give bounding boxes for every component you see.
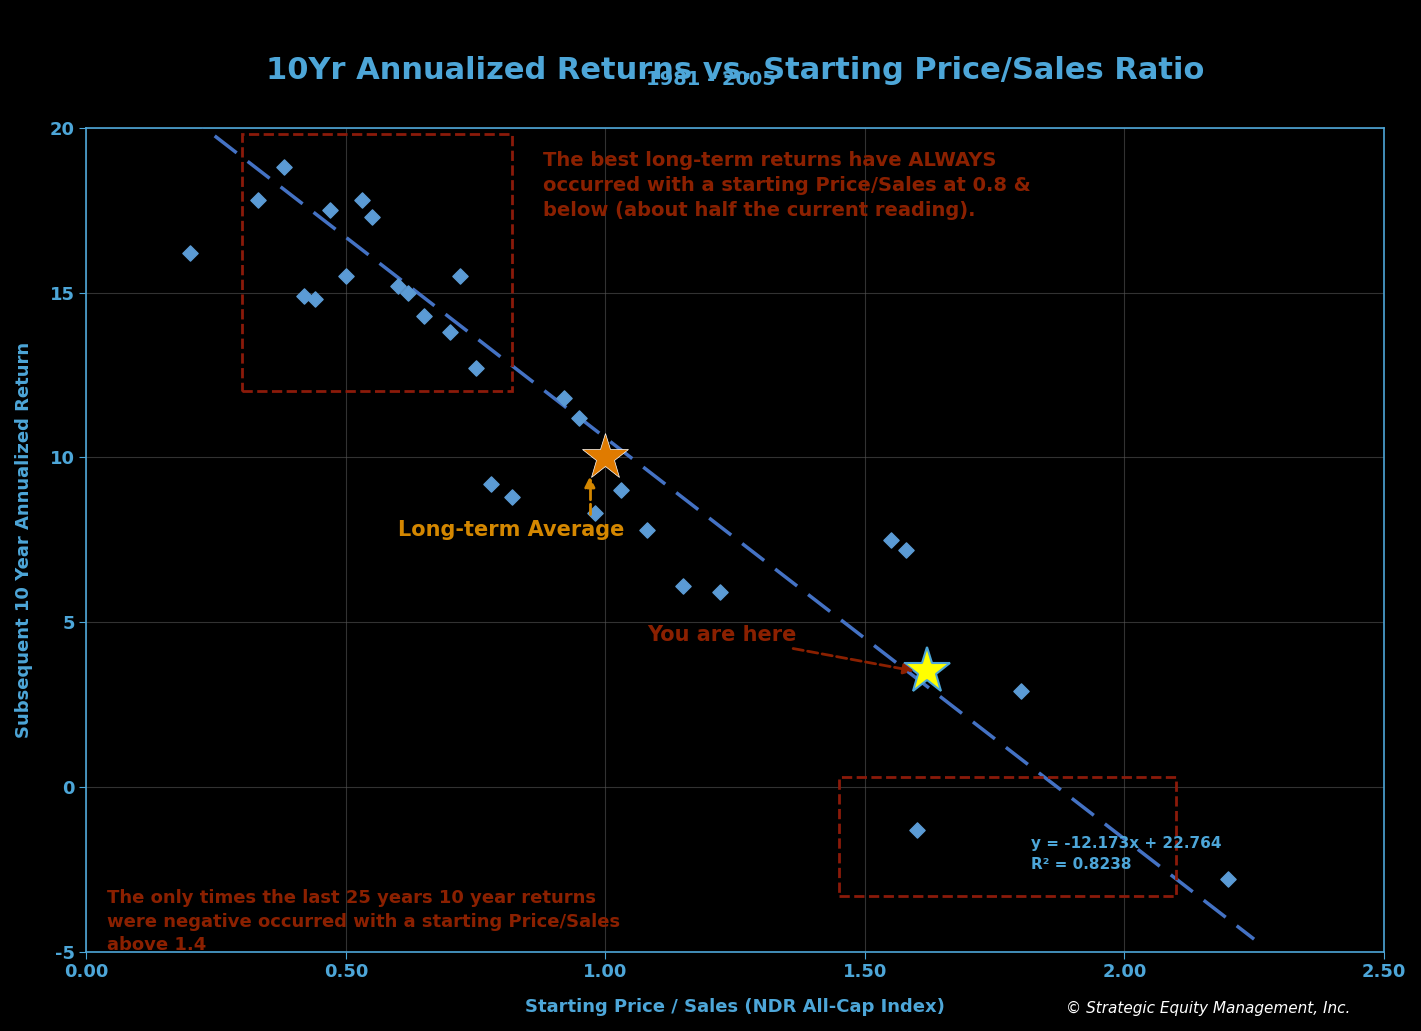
Point — [350, 192, 372, 208]
Point — [635, 522, 658, 538]
Point — [880, 531, 902, 547]
Point — [387, 277, 409, 294]
Point — [318, 202, 341, 219]
Point — [361, 208, 384, 225]
Text: y = -12.173x + 22.764
R² = 0.8238: y = -12.173x + 22.764 R² = 0.8238 — [1032, 836, 1222, 872]
Bar — [242, 134, 512, 392]
Text: You are here: You are here — [647, 625, 911, 673]
Point — [568, 409, 591, 426]
Point — [304, 291, 327, 307]
Title: 10Yr Annualized Returns vs. Starting Price/Sales Ratio: 10Yr Annualized Returns vs. Starting Pri… — [266, 57, 1205, 86]
Point — [584, 505, 607, 522]
Point — [708, 585, 730, 601]
Text: Long-term Average: Long-term Average — [398, 479, 624, 540]
Point — [1009, 683, 1032, 699]
X-axis label: Starting Price / Sales (NDR All-Cap Index): Starting Price / Sales (NDR All-Cap Inde… — [526, 998, 945, 1016]
Point — [553, 390, 576, 406]
Point — [334, 268, 357, 285]
Point — [905, 822, 928, 838]
Text: The best long-term returns have ALWAYS
occurred with a starting Price/Sales at 0: The best long-term returns have ALWAYS o… — [543, 151, 1030, 220]
Point — [412, 307, 435, 324]
Point — [500, 489, 523, 505]
Point — [438, 324, 460, 340]
Point — [610, 483, 632, 499]
Point — [293, 288, 315, 304]
Point — [246, 192, 269, 208]
Point — [672, 577, 695, 594]
Point — [480, 475, 503, 492]
Bar — [838, 777, 1177, 896]
Text: © Strategic Equity Management, Inc.: © Strategic Equity Management, Inc. — [1066, 1000, 1350, 1016]
Y-axis label: Subsequent 10 Year Annualized Return: Subsequent 10 Year Annualized Return — [16, 341, 33, 738]
Point — [895, 541, 918, 558]
Point — [273, 159, 296, 175]
Point — [449, 268, 472, 285]
Point — [179, 244, 202, 261]
Point — [1216, 871, 1239, 888]
Text: The only times the last 25 years 10 year returns
were negative occurred with a s: The only times the last 25 years 10 year… — [107, 889, 621, 954]
Text: 1981 - 2005: 1981 - 2005 — [645, 69, 776, 89]
Point — [396, 285, 419, 301]
Point — [465, 360, 487, 376]
